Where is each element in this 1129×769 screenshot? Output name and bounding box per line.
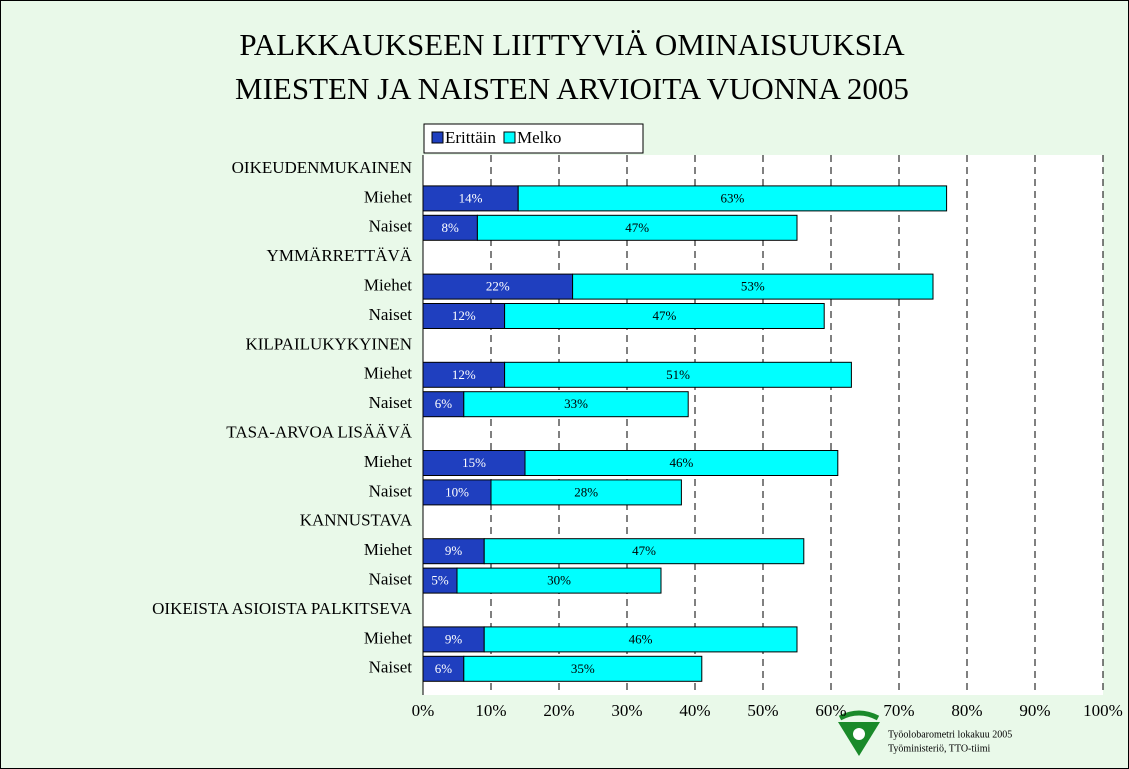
value-label: 9% [445,631,463,646]
x-tick-label: 100% [1083,701,1123,720]
category-label: Naiset [369,305,413,324]
legend-swatch [503,131,516,144]
category-label: Naiset [369,658,413,677]
x-tick-label: 10% [475,701,506,720]
category-label: OIKEUDENMUKAINEN [232,158,412,177]
bar [422,450,526,476]
value-label: 46% [629,631,653,646]
footer: Työolobarometri lokakuu 2005 [888,729,1012,740]
value-label: 28% [574,484,598,499]
bar [572,273,934,300]
category-label: Miehet [364,276,412,295]
value-label: 6% [435,396,453,411]
bar [422,391,465,418]
bar [476,214,798,241]
legend-swatch [431,131,444,144]
chart-title: PALKKAUKSEEN LIITTYVIÄ OMINAISUUKSIA [239,27,905,62]
logo [838,710,880,756]
category-label: Miehet [364,452,412,471]
category-label: Naiset [369,217,413,236]
bar [422,567,458,594]
bar [490,479,682,506]
bar [504,303,825,329]
value-label: 47% [625,220,649,235]
bar [422,185,519,212]
category-label: KANNUSTAVA [300,511,413,530]
logo-shape [853,728,865,740]
value-label: 12% [452,367,476,382]
value-label: 10% [445,484,469,499]
value-label: 12% [452,308,476,323]
value-label: 35% [571,661,595,676]
bar [483,626,798,653]
bar [456,567,662,594]
value-label: 22% [486,279,510,294]
bar [422,214,478,241]
bar [422,361,506,388]
category-label: Miehet [364,540,412,559]
chart-title: MIESTEN JA NAISTEN ARVIOITA VUONNA 2005 [235,71,909,106]
bar [463,655,703,682]
x-tick-label: 30% [611,701,642,720]
category-label: OIKEISTA ASIOISTA PALKITSEVA [152,599,413,618]
value-label: 5% [431,573,449,588]
x-tick-label: 40% [679,701,710,720]
category-label: Naiset [369,570,413,589]
value-label: 47% [652,308,676,323]
x-tick-label: 60% [815,701,846,720]
category-label: Naiset [369,481,413,500]
category-label: Miehet [364,628,412,647]
bar [422,626,485,653]
category-label: YMMÄRRETTÄVÄ [267,246,413,265]
value-label: 14% [459,190,483,205]
logo-shape [838,710,880,721]
bar [422,479,492,506]
bar [422,538,485,565]
value-label: 8% [442,220,460,235]
footer: Työministeriö, TTO-tiimi [888,743,990,754]
value-label: 51% [666,367,690,382]
value-label: 53% [741,279,765,294]
bar [504,361,852,388]
bar [422,273,574,300]
x-tick-label: 20% [543,701,574,720]
value-label: 33% [564,396,588,411]
category-label: TASA-ARVOA LISÄÄVÄ [226,423,412,442]
x-tick-label: 50% [747,701,778,720]
value-label: 47% [632,543,656,558]
category-label: Naiset [369,393,413,412]
x-tick-label: 70% [883,701,914,720]
bar [463,391,689,418]
category-label: Miehet [364,187,412,206]
bar [483,538,805,565]
bar [517,185,948,212]
value-label: 30% [547,573,571,588]
legend-label: Melko [517,128,561,147]
x-tick-label: 0% [412,701,435,720]
bar [524,450,839,476]
bar [422,655,465,682]
value-label: 63% [720,190,744,205]
value-label: 46% [669,455,693,470]
category-label: KILPAILUKYKYINEN [245,334,412,353]
legend [423,123,644,154]
value-label: 9% [445,543,463,558]
x-tick-label: 90% [1019,701,1050,720]
value-label: 6% [435,661,453,676]
x-tick-label: 80% [951,701,982,720]
value-label: 15% [462,455,486,470]
bar [422,303,506,329]
legend-label: Erittäin [445,128,496,147]
category-label: Miehet [364,364,412,383]
